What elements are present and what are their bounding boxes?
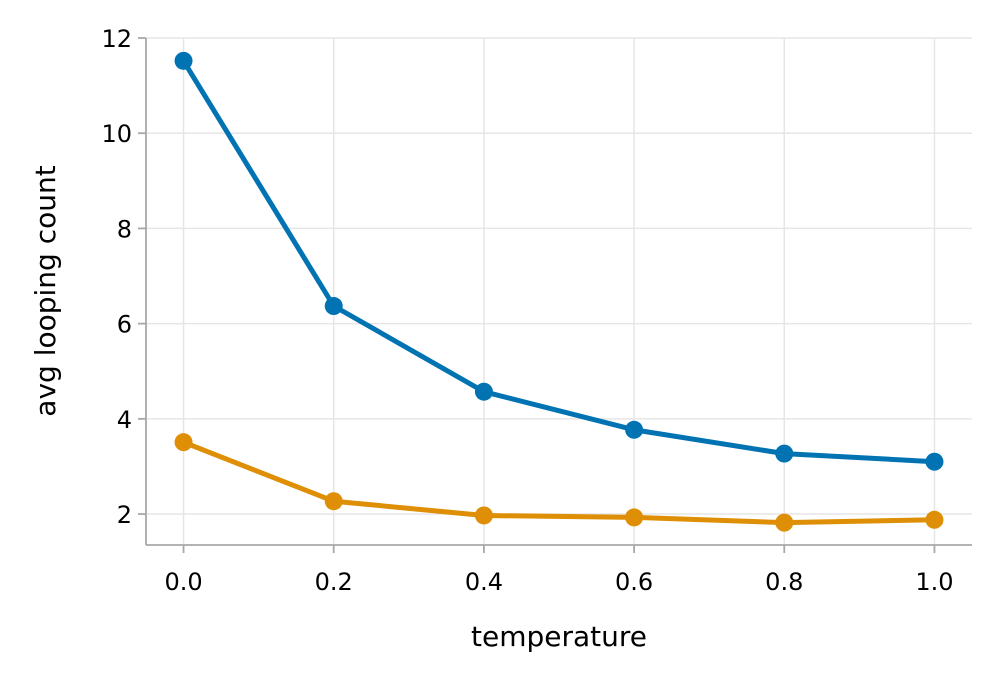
series-2-point xyxy=(324,492,343,511)
series-2-line xyxy=(181,439,937,526)
y-tick-label: 4 xyxy=(117,406,132,434)
x-tick-label: 1.0 xyxy=(915,568,953,596)
series-1-line xyxy=(181,58,937,465)
series-1-point xyxy=(324,297,343,316)
series-2-point xyxy=(925,510,944,529)
series-layer xyxy=(174,51,944,532)
series-2-point xyxy=(775,513,794,532)
x-tick-label: 0.8 xyxy=(765,568,803,596)
series-1-point xyxy=(474,382,493,401)
series-1-point xyxy=(925,452,944,471)
grid xyxy=(146,37,972,545)
x-axis-label: temperature xyxy=(471,620,647,653)
y-tick-label: 8 xyxy=(117,215,132,243)
x-tick-label: 0.0 xyxy=(164,568,202,596)
y-tick-label: 10 xyxy=(101,120,132,148)
x-tick-label: 0.6 xyxy=(615,568,653,596)
axes-spines xyxy=(145,38,972,546)
series-1-point xyxy=(625,420,644,439)
y-tick-label: 12 xyxy=(101,25,132,53)
series-2-point xyxy=(625,508,644,527)
series-2-point xyxy=(174,433,193,452)
series-1 xyxy=(174,51,944,471)
y-tick-label: 6 xyxy=(117,311,132,339)
x-tick-label: 0.2 xyxy=(315,568,353,596)
x-tick-label: 0.4 xyxy=(465,568,503,596)
ticks: 0.0 0.2 0.4 0.6 0.8 1.0 2 4 6 8 10 12 xyxy=(101,25,953,596)
y-axis-label: avg looping count xyxy=(29,165,62,416)
series-1-point xyxy=(174,51,193,70)
series-2 xyxy=(174,433,944,532)
y-tick-label: 2 xyxy=(117,501,132,529)
series-2-point xyxy=(474,506,493,525)
series-1-point xyxy=(775,444,794,463)
